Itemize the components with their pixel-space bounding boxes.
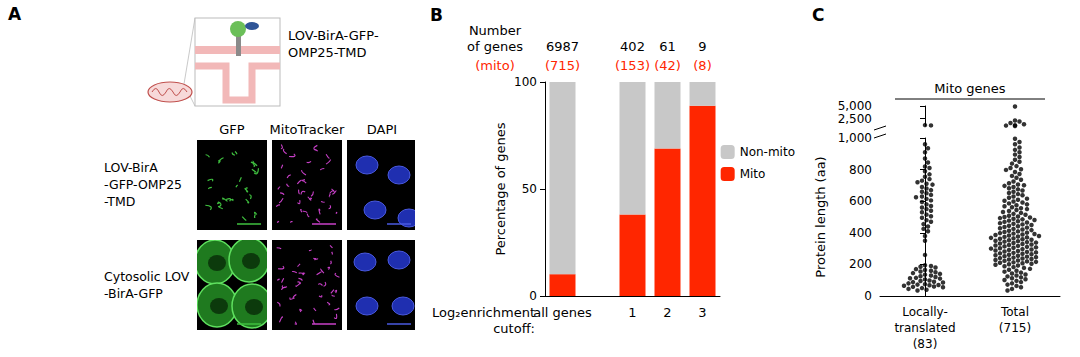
- svg-text:2: 2: [663, 305, 671, 320]
- svg-text:Mito: Mito: [740, 167, 766, 181]
- svg-text:A: A: [8, 4, 22, 24]
- svg-text:(153): (153): [615, 58, 650, 73]
- svg-text:1: 1: [628, 305, 636, 320]
- svg-text:6987: 6987: [546, 39, 579, 54]
- svg-text:200: 200: [849, 257, 872, 271]
- svg-text:MitoTracker: MitoTracker: [270, 122, 345, 137]
- svg-text:50: 50: [522, 182, 537, 196]
- svg-text:(715): (715): [999, 321, 1031, 335]
- svg-text:all genes: all genes: [533, 305, 592, 320]
- svg-text:Protein length (aa): Protein length (aa): [813, 156, 828, 277]
- svg-text:Number: Number: [469, 23, 522, 38]
- svg-text:Percentage of genes: Percentage of genes: [493, 122, 508, 255]
- svg-text:cutoff:: cutoff:: [493, 321, 535, 336]
- svg-text:(42): (42): [654, 58, 681, 73]
- svg-text:translated: translated: [894, 321, 955, 335]
- svg-text:LOV-BirA-GFP-OMP25-TMD: LOV-BirA-GFP-OMP25-TMD: [104, 160, 182, 209]
- svg-text:100: 100: [514, 75, 537, 89]
- svg-text:61: 61: [659, 39, 676, 54]
- svg-text:Cytosolic LOV-BirA-GFP: Cytosolic LOV-BirA-GFP: [104, 269, 190, 301]
- svg-text:Locally-: Locally-: [902, 305, 948, 319]
- svg-text:Mito genes: Mito genes: [934, 81, 1005, 96]
- svg-text:(83): (83): [913, 337, 938, 351]
- svg-text:1,000: 1,000: [838, 131, 872, 145]
- svg-text:3: 3: [698, 305, 706, 320]
- svg-text:(8): (8): [693, 58, 711, 73]
- svg-text:(715): (715): [545, 58, 580, 73]
- svg-text:0: 0: [864, 289, 872, 303]
- svg-text:9: 9: [698, 39, 706, 54]
- svg-text:0: 0: [529, 289, 537, 303]
- svg-text:400: 400: [849, 226, 872, 240]
- svg-text:5,000: 5,000: [838, 99, 872, 113]
- svg-text:2,500: 2,500: [838, 112, 872, 126]
- svg-text:Total: Total: [1000, 305, 1029, 319]
- svg-text:DAPI: DAPI: [367, 122, 397, 137]
- svg-text:600: 600: [849, 194, 872, 208]
- svg-text:Non-mito: Non-mito: [740, 145, 795, 159]
- svg-text:of genes: of genes: [467, 39, 523, 54]
- svg-text:GFP: GFP: [219, 122, 245, 137]
- svg-text:B: B: [430, 5, 443, 25]
- svg-text:C: C: [812, 5, 824, 25]
- svg-text:800: 800: [849, 163, 872, 177]
- svg-text:LOV-BirA-GFP-OMP25-TMD: LOV-BirA-GFP-OMP25-TMD: [288, 28, 379, 60]
- svg-text:402: 402: [620, 39, 645, 54]
- svg-text:Log₂enrichment: Log₂enrichment: [432, 305, 535, 320]
- svg-text:(mito): (mito): [475, 58, 514, 73]
